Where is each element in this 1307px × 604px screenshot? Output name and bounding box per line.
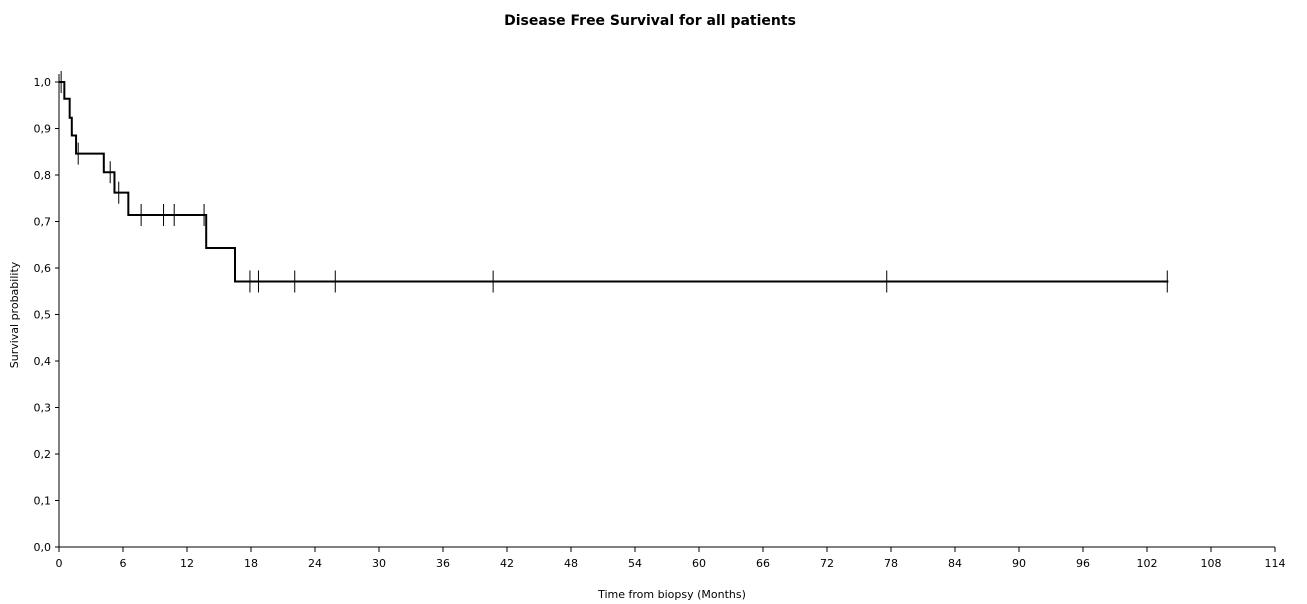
x-tick-label: 108 xyxy=(1201,557,1222,570)
series-group xyxy=(59,71,1169,293)
x-tick-label: 114 xyxy=(1265,557,1286,570)
x-tick-label: 0 xyxy=(56,557,63,570)
y-tick-label: 0,9 xyxy=(34,123,52,136)
x-axis-label: Time from biopsy (Months) xyxy=(597,588,746,601)
x-tick-label: 72 xyxy=(820,557,834,570)
x-tick-label: 96 xyxy=(1076,557,1090,570)
y-tick-label: 1,0 xyxy=(34,76,52,89)
y-tick-label: 0,3 xyxy=(34,402,52,415)
y-axis: 0,0 0,1 0,2 0,3 0,4 0,5 0,6 0,7 0,8 0,9 1,0 xyxy=(34,74,60,554)
y-tick-label: 0,0 xyxy=(34,541,52,554)
x-tick-label: 6 xyxy=(120,557,127,570)
y-tick-label: 0,6 xyxy=(34,262,52,275)
x-tick-label: 54 xyxy=(628,557,642,570)
x-tick-label: 90 xyxy=(1012,557,1026,570)
y-tick-label: 0,4 xyxy=(34,355,52,368)
x-tick-label: 36 xyxy=(436,557,450,570)
y-tick-label: 0,1 xyxy=(34,495,52,508)
x-tick-label: 102 xyxy=(1137,557,1158,570)
y-tick-label: 0,2 xyxy=(34,448,52,461)
y-tick-label: 0,5 xyxy=(34,309,52,322)
y-tick-label: 0,8 xyxy=(34,169,52,182)
x-tick-label: 30 xyxy=(372,557,386,570)
x-tick-label: 24 xyxy=(308,557,322,570)
x-tick-label: 48 xyxy=(564,557,578,570)
x-tick-label: 66 xyxy=(756,557,770,570)
x-tick-label: 42 xyxy=(500,557,514,570)
x-tick-label: 12 xyxy=(180,557,194,570)
chart-title: Disease Free Survival for all patients xyxy=(504,13,796,29)
x-axis: 0 6 12 18 24 30 36 42 48 54 60 66 72 78 84 90 96 102 108 11… xyxy=(56,546,1286,570)
y-axis-label: Survival probability xyxy=(8,261,21,368)
survival-curve xyxy=(59,81,1169,283)
x-tick-label: 84 xyxy=(948,557,962,570)
x-tick-label: 60 xyxy=(692,557,706,570)
x-tick-label: 18 xyxy=(244,557,258,570)
x-tick-label: 78 xyxy=(884,557,898,570)
y-tick-label: 0,7 xyxy=(34,216,52,229)
